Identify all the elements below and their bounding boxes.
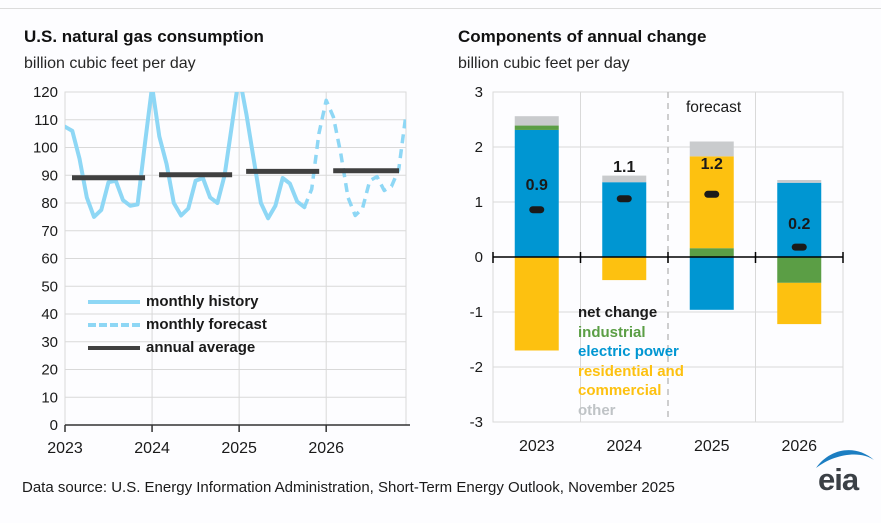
left-y-tick-label: 40: [41, 306, 58, 323]
left-y-tick-label: 0: [50, 417, 58, 434]
right-x-tick-label: 2026: [781, 438, 817, 455]
left-chart-title: U.S. natural gas consumption: [24, 27, 264, 46]
legend-item-monthly-forecast: monthly forecast: [88, 313, 267, 336]
left-y-tick-label: 50: [41, 278, 58, 295]
left-y-tick-label: 70: [41, 223, 58, 240]
monthly-forecast-line: [302, 98, 406, 218]
legend-item-other: other: [578, 401, 616, 419]
legend-item-annual-average: annual average: [88, 336, 267, 359]
legend-item-electric-power: electric power: [578, 343, 679, 360]
bar-segment-residential_commercial-2025: [689, 156, 734, 249]
net-change-marker-2025: [704, 190, 720, 198]
right-chart-subtitle: billion cubic feet per day: [458, 55, 630, 72]
net-change-marker-2023: [529, 206, 545, 214]
eia-logo-text: eia: [818, 462, 860, 497]
net-change-label-2026: 0.2: [788, 216, 810, 233]
bar-segment-residential_commercial-2023: [514, 257, 559, 351]
right-y-tick-label: 0: [475, 249, 483, 266]
left-y-tick-label: 10: [41, 389, 58, 406]
right-x-tick-label: 2023: [519, 438, 555, 455]
legend-label: annual average: [146, 339, 256, 356]
right-y-tick-label: 2: [475, 139, 483, 156]
left-y-tick-label: 30: [41, 334, 58, 351]
left-chart-subtitle: billion cubic feet per day: [24, 55, 196, 72]
right-y-tick-label: -2: [470, 359, 483, 376]
bar-segment-industrial-2023: [514, 125, 559, 130]
net-change-label-2025: 1.2: [701, 156, 723, 173]
net-change-marker-2026: [791, 243, 807, 251]
right-chart-legend: net change industrial electric power reside…: [578, 303, 746, 420]
right-y-tick-label: 3: [475, 84, 483, 101]
right-chart-title: Components of annual change: [458, 27, 707, 46]
legend-item-monthly-history: monthly history: [88, 290, 267, 313]
data-source-note: Data source: U.S. Energy Information Adm…: [22, 479, 675, 496]
left-y-tick-label: 80: [41, 195, 58, 212]
legend-label: monthly forecast: [146, 316, 267, 333]
right-x-tick-label: 2025: [694, 438, 730, 455]
net-change-label-2024: 1.1: [613, 159, 635, 176]
left-chart-legend: monthly history monthly forecast annual av…: [88, 290, 267, 359]
left-y-tick-label: 90: [41, 167, 58, 184]
bar-segment-industrial-2026: [777, 257, 822, 283]
right-x-tick-label: 2024: [606, 438, 642, 455]
net-change-marker-2024: [616, 195, 632, 203]
bar-segment-electric_power-2024: [602, 182, 647, 257]
bar-segment-residential_commercial-2024: [602, 257, 647, 281]
solid-line-swatch: [88, 345, 140, 350]
left-y-tick-label: 60: [41, 251, 58, 268]
left-y-tick-label: 110: [34, 112, 58, 129]
bar-segment-other-2023: [514, 116, 559, 126]
left-y-tick-label: 20: [41, 362, 58, 379]
legend-item-net-change: net change: [578, 304, 658, 321]
left-x-tick-label: 2025: [221, 440, 257, 457]
solid-line-swatch: [88, 299, 140, 304]
right-y-tick-label: 1: [475, 194, 483, 211]
right-y-tick-label: -3: [470, 414, 483, 431]
legend-item-residential-and-commercial: residential and commercial: [578, 362, 684, 400]
dashed-line-swatch: [88, 322, 140, 327]
left-y-tick-label: 100: [33, 140, 58, 157]
bar-segment-other-2025: [689, 141, 734, 157]
net-change-label-2023: 0.9: [526, 177, 548, 194]
bar-segment-electric_power-2025: [689, 257, 734, 310]
eia-logo-swoosh: [816, 450, 874, 468]
bar-segment-residential_commercial-2026: [777, 282, 822, 325]
left-x-tick-label: 2026: [308, 440, 344, 457]
forecast-annotation: forecast: [686, 99, 742, 116]
top-divider: [0, 8, 881, 9]
eia-logo: eia: [816, 450, 874, 497]
left-x-tick-label: 2023: [47, 440, 83, 457]
monthly-history-line: [65, 92, 307, 221]
right-y-tick-label: -1: [470, 304, 483, 321]
left-y-tick-label: 120: [33, 84, 58, 101]
bar-segment-other-2026: [777, 180, 822, 183]
legend-item-industrial: industrial: [578, 323, 646, 341]
left-x-tick-label: 2024: [134, 440, 170, 457]
bar-segment-industrial-2025: [689, 248, 734, 257]
bar-segment-other-2024: [602, 175, 647, 183]
bar-segment-electric_power-2023: [514, 129, 559, 257]
legend-label: monthly history: [146, 293, 259, 310]
